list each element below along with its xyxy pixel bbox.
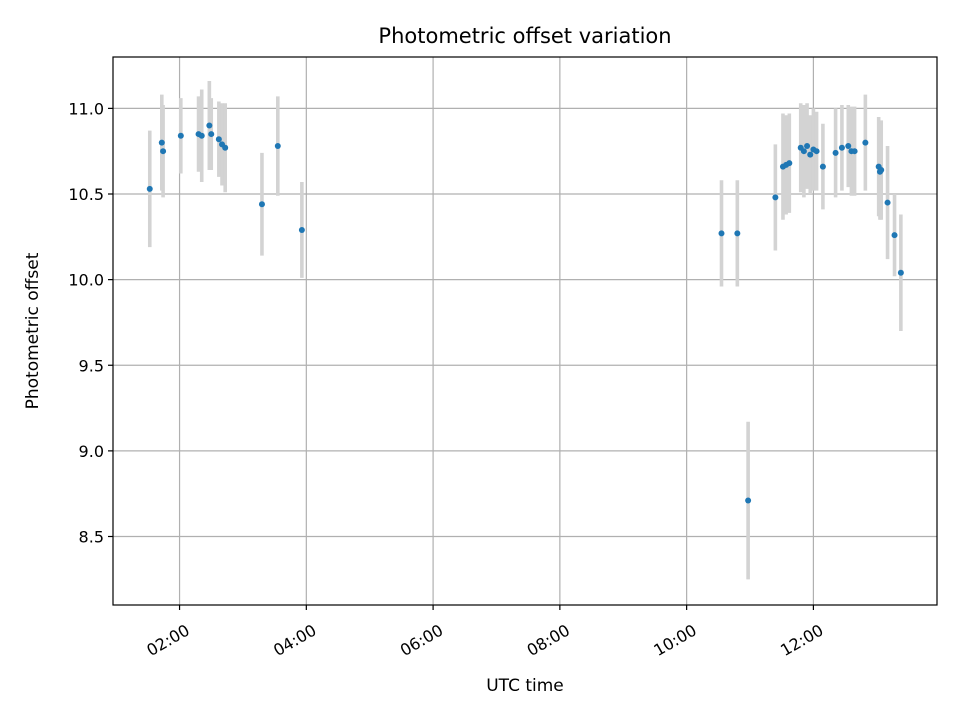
y-axis-label: Photometric offset xyxy=(23,252,43,409)
data-point xyxy=(208,131,215,138)
data-point xyxy=(146,185,153,192)
data-point xyxy=(158,139,165,146)
data-point xyxy=(258,201,265,208)
data-point xyxy=(206,122,213,129)
y-tick-label: 8.5 xyxy=(79,528,104,547)
data-point xyxy=(851,148,858,155)
data-point xyxy=(897,269,904,276)
data-point xyxy=(222,144,229,151)
y-tick-label: 10.0 xyxy=(68,271,104,290)
data-point xyxy=(807,151,814,158)
data-point xyxy=(298,226,305,233)
data-point xyxy=(274,143,281,150)
y-tick-label: 10.5 xyxy=(68,185,104,204)
data-point xyxy=(884,199,891,206)
data-point xyxy=(160,148,167,155)
data-point xyxy=(734,230,741,237)
y-axis-ticks: 8.5 9.0 9.5 10.0 10.5 11.0 xyxy=(68,99,113,547)
data-point xyxy=(177,132,184,139)
data-point xyxy=(718,230,725,237)
x-axis-label: UTC time xyxy=(486,676,564,696)
data-point xyxy=(804,143,811,150)
data-point xyxy=(832,149,839,156)
plot-frame xyxy=(112,56,938,606)
data-point xyxy=(198,132,205,139)
chart-title: Photometric offset variation xyxy=(378,24,671,48)
gridlines xyxy=(113,57,937,605)
data-point xyxy=(891,232,898,239)
data-point xyxy=(813,148,820,155)
data-point xyxy=(772,194,779,201)
data-points xyxy=(146,122,904,504)
data-point xyxy=(845,143,852,150)
data-point xyxy=(838,144,845,151)
data-point xyxy=(215,136,222,143)
data-point xyxy=(800,148,807,155)
y-tick-label: 11.0 xyxy=(68,99,104,118)
data-point xyxy=(878,167,885,174)
data-point xyxy=(745,497,752,504)
y-tick-label: 9.5 xyxy=(79,356,104,375)
data-point xyxy=(819,163,826,170)
data-point xyxy=(862,139,869,146)
data-point xyxy=(786,160,793,167)
y-tick-label: 9.0 xyxy=(79,442,104,461)
